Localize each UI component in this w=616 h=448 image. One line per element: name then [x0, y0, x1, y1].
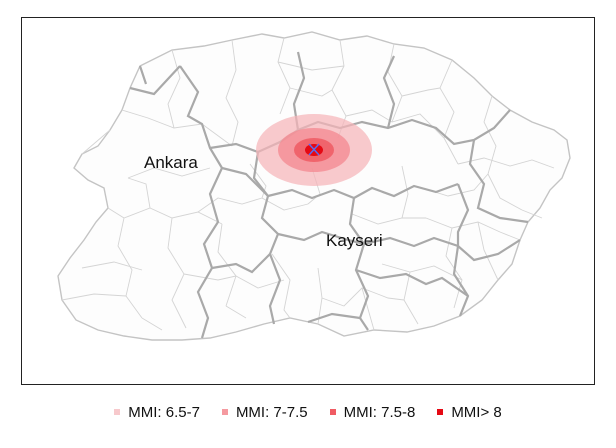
district-map — [57, 31, 571, 341]
legend-swatch-icon — [221, 409, 228, 415]
legend-item: MMI: 7.5-8 — [329, 403, 416, 421]
city-label-kayseri: Kayseri — [326, 231, 383, 250]
legend-swatch-icon — [114, 409, 121, 415]
legend-label: MMI: 6.5-7 — [128, 403, 200, 421]
city-label-ankara: Ankara — [144, 153, 198, 172]
legend-swatch-icon — [329, 409, 336, 415]
legend-item: MMI> 8 — [437, 403, 502, 421]
legend-label: MMI: 7.5-8 — [343, 403, 416, 421]
legend: MMI: 6.5-7 MMI: 7-7.5 MMI: 7.5-8 MMI> 8 — [0, 400, 616, 424]
legend-label: MMI> 8 — [451, 403, 502, 421]
legend-item: MMI: 7-7.5 — [221, 403, 308, 421]
epicenter-x-icon — [308, 143, 320, 156]
legend-item: MMI: 6.5-7 — [114, 404, 200, 421]
legend-swatch-icon — [437, 409, 444, 415]
map-panel: Ankara Kayseri — [21, 17, 595, 385]
legend-label: MMI: 7-7.5 — [235, 403, 308, 421]
